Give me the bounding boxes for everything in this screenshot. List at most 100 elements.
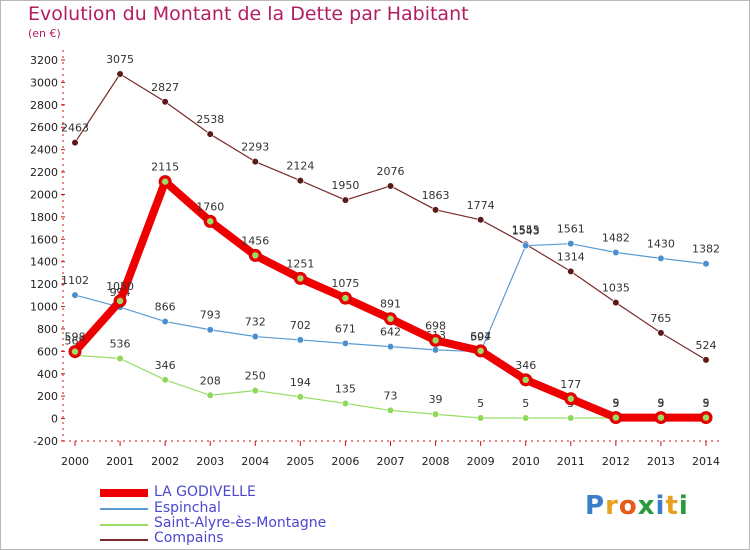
- data-point-inner: [657, 414, 665, 421]
- y-tick-label: 1200: [30, 278, 58, 291]
- data-label: 671: [335, 322, 356, 335]
- legend-label-la-godivelle: LA GODIVELLE: [154, 484, 256, 500]
- data-label: 9: [657, 397, 664, 410]
- data-label: 891: [380, 298, 401, 311]
- legend-swatch-saint-alyre: [100, 524, 148, 526]
- data-point: [431, 206, 440, 214]
- data-label: 866: [155, 301, 176, 314]
- y-tick-label: -200: [33, 435, 58, 448]
- data-label: 3075: [106, 53, 134, 66]
- data-label: 1050: [106, 280, 134, 293]
- data-label: 177: [560, 378, 581, 391]
- y-tick-label: 600: [37, 345, 58, 358]
- data-point: [71, 138, 79, 147]
- data-point: [567, 240, 575, 248]
- data-label: 1863: [422, 189, 450, 202]
- data-point: [386, 406, 395, 415]
- data-point: [251, 158, 259, 166]
- data-point: [161, 376, 169, 384]
- data-label: 1482: [602, 232, 630, 245]
- data-label: 346: [515, 359, 536, 372]
- data-point: [341, 196, 350, 204]
- data-label: 597: [470, 331, 491, 344]
- y-tick-label: 1800: [30, 211, 58, 224]
- data-point: [477, 216, 485, 224]
- chart-title: Evolution du Montant de la Dette par Hab…: [28, 3, 469, 25]
- x-tick-label: 2003: [196, 455, 224, 468]
- logo-letter: o: [618, 491, 638, 521]
- data-point-inner: [297, 275, 304, 282]
- y-tick-label: 3000: [30, 76, 58, 89]
- x-tick-label: 2009: [467, 455, 495, 468]
- y-tick-label: 2800: [30, 99, 58, 112]
- data-label: 2115: [151, 161, 179, 174]
- data-point: [116, 354, 124, 363]
- y-tick-label: 2200: [30, 166, 58, 179]
- data-point-inner: [252, 252, 259, 259]
- data-label: 1543: [512, 225, 540, 238]
- data-point: [341, 399, 350, 408]
- data-label: 39: [429, 393, 443, 406]
- x-tick-label: 2008: [422, 455, 450, 468]
- data-label: 1555: [512, 223, 540, 236]
- data-point: [386, 182, 395, 190]
- data-label: 194: [290, 376, 311, 389]
- data-label: 1430: [647, 237, 675, 250]
- logo-letter: i: [678, 491, 689, 521]
- y-tick-label: 1600: [30, 233, 58, 246]
- data-label: 1456: [241, 234, 269, 247]
- data-label: 1561: [557, 223, 585, 236]
- data-label: 598: [65, 331, 86, 344]
- y-tick-label: 800: [37, 323, 58, 336]
- data-point: [206, 326, 214, 334]
- y-tick-label: 200: [37, 390, 58, 403]
- data-label: 793: [200, 309, 221, 322]
- data-point: [567, 414, 575, 422]
- data-point: [477, 414, 485, 422]
- x-tick-label: 2006: [331, 455, 359, 468]
- x-tick-label: 2005: [286, 455, 314, 468]
- data-point-inner: [522, 376, 529, 384]
- y-tick-label: 0: [51, 413, 58, 426]
- data-label: 208: [200, 374, 221, 387]
- data-point: [431, 346, 440, 354]
- x-tick-label: 2012: [602, 455, 630, 468]
- data-point: [341, 339, 350, 347]
- data-label: 765: [650, 312, 671, 325]
- data-point-inner: [387, 315, 394, 322]
- data-label: 702: [290, 319, 311, 332]
- data-label: 1760: [196, 200, 224, 213]
- data-point: [702, 260, 710, 268]
- x-tick-label: 2007: [377, 455, 405, 468]
- data-point: [206, 391, 214, 399]
- data-label: 250: [245, 370, 266, 383]
- data-label: 1251: [286, 257, 314, 270]
- legend-label-saint-alyre: Saint-Alyre-ès-Montagne: [154, 515, 327, 531]
- y-tick-label: 400: [37, 368, 58, 381]
- data-point: [251, 332, 259, 341]
- data-label: 1102: [61, 274, 89, 287]
- legend-swatch-espinchal: [100, 508, 148, 510]
- data-label: 698: [425, 319, 446, 332]
- logo-letter: t: [665, 491, 679, 521]
- data-point: [116, 70, 124, 78]
- legend-label-compains: Compains: [154, 530, 224, 546]
- data-label: 2124: [286, 160, 314, 173]
- x-tick-label: 2014: [692, 455, 720, 468]
- logo-letter: i: [655, 491, 666, 521]
- data-point: [657, 329, 665, 337]
- data-label: 5: [657, 397, 664, 410]
- y-tick-label: 3200: [30, 54, 58, 67]
- data-point: [161, 98, 169, 106]
- data-label: 2538: [196, 113, 224, 126]
- legend-swatch-la-godivelle: [100, 489, 148, 497]
- data-label: 9: [703, 397, 710, 410]
- data-point-inner: [432, 337, 439, 344]
- logo-letter: r: [605, 491, 619, 521]
- data-point-inner: [161, 178, 169, 185]
- data-point: [612, 299, 620, 307]
- data-label: 1035: [602, 282, 630, 295]
- data-point-inner: [71, 348, 79, 355]
